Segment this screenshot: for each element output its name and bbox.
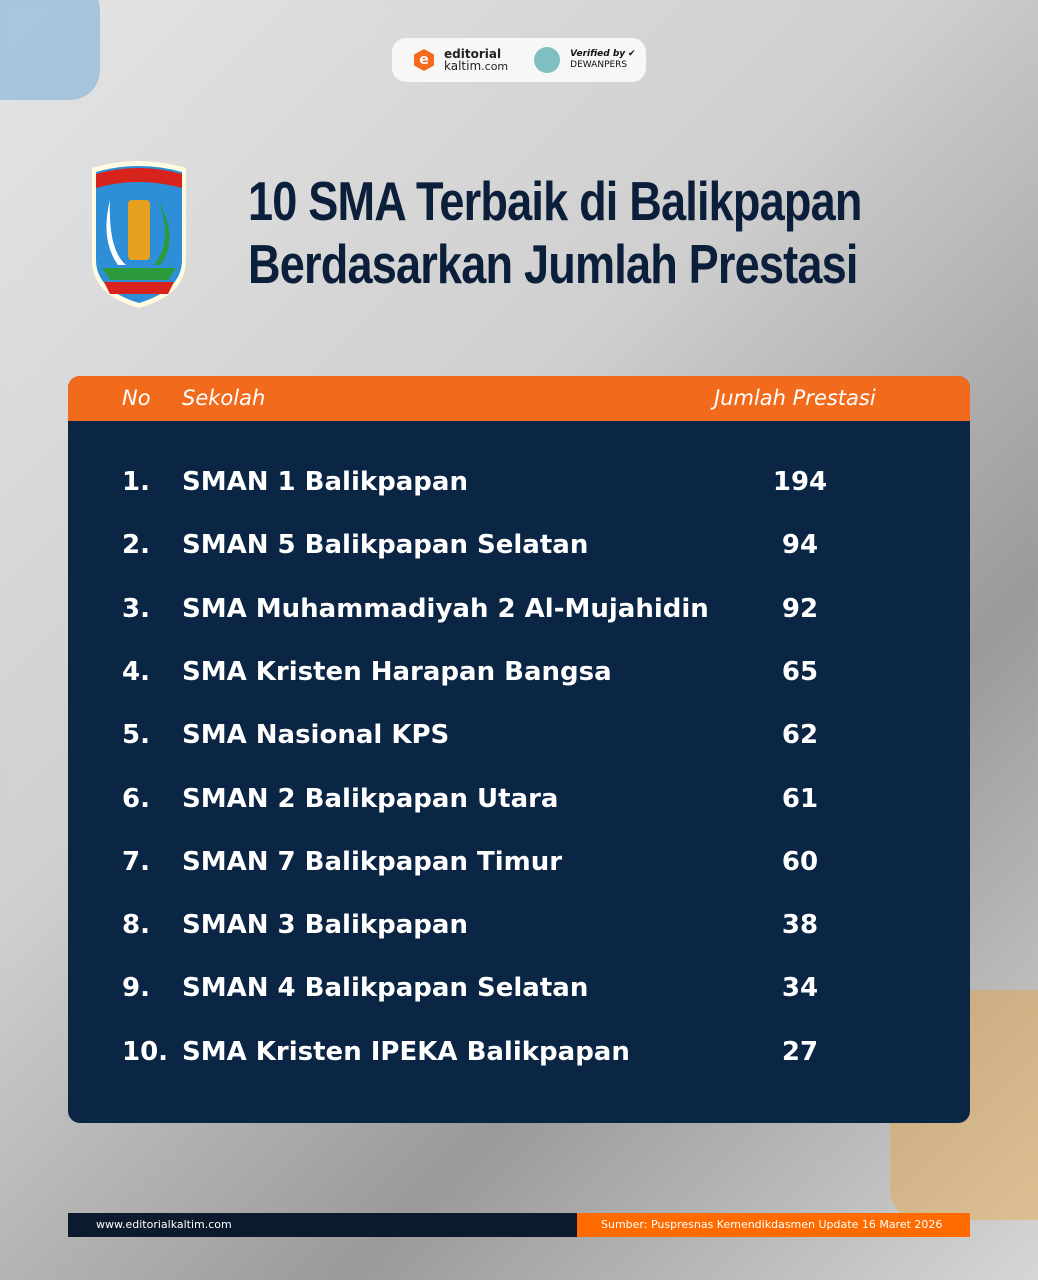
table-row: 6. SMAN 2 Balikpapan Utara 61 xyxy=(68,784,970,824)
header-count: Jumlah Prestasi xyxy=(714,386,876,410)
row-rank: 10. xyxy=(122,1036,169,1067)
row-school: SMA Kristen Harapan Bangsa xyxy=(182,656,612,687)
row-count: 194 xyxy=(772,467,828,497)
page-title: 10 SMA Terbaik di Balikpapan Berdasarkan… xyxy=(248,170,862,296)
dewan-pers-badge: Verified by ✔ DEWANPERS xyxy=(570,49,636,70)
row-rank: 2. xyxy=(122,530,150,561)
title-line1: 10 SMA Terbaik di Balikpapan xyxy=(248,170,862,232)
table-row: 2. SMAN 5 Balikpapan Selatan 94 xyxy=(68,530,970,570)
row-school: SMAN 4 Balikpapan Selatan xyxy=(182,973,589,1004)
ranking-table: No Sekolah Jumlah Prestasi 1. SMAN 1 Bal… xyxy=(68,376,970,1123)
row-school: SMAN 5 Balikpapan Selatan xyxy=(182,530,589,561)
row-school: SMAN 1 Balikpapan xyxy=(182,467,468,497)
title-line2: Berdasarkan Jumlah Prestasi xyxy=(248,233,858,295)
dewan-pers-icon xyxy=(534,47,561,73)
table-row: 3. SMA Muhammadiyah 2 Al-Mujahidin 92 xyxy=(68,594,970,634)
row-school: SMA Nasional KPS xyxy=(182,720,450,751)
row-count: 62 xyxy=(781,720,819,751)
header-no: No xyxy=(122,386,151,410)
website-link[interactable]: www.editorialkaltim.com xyxy=(68,1213,577,1237)
brand-suffix: .com xyxy=(481,59,509,73)
row-count: 94 xyxy=(781,530,819,561)
table-row: 10. SMA Kristen IPEKA Balikpapan 27 xyxy=(68,1037,970,1077)
brand-name-line2: kaltim xyxy=(444,58,482,73)
row-rank: 1. xyxy=(122,467,150,497)
row-rank: 4. xyxy=(122,656,150,687)
row-count: 60 xyxy=(781,846,819,877)
kota-balikpapan-crest xyxy=(92,161,186,308)
row-count: 65 xyxy=(781,656,819,687)
table-row: 9. SMAN 4 Balikpapan Selatan 34 xyxy=(68,973,970,1013)
editorialkaltim-logo-icon: e xyxy=(414,49,434,71)
dewan-pers-text: DEWANPERS xyxy=(570,60,628,70)
row-rank: 9. xyxy=(122,973,150,1004)
row-school: SMA Kristen IPEKA Balikpapan xyxy=(182,1036,630,1067)
background-decoration xyxy=(0,0,100,100)
footer: www.editorialkaltim.com Sumber: Puspresn… xyxy=(68,1213,970,1237)
header-school: Sekolah xyxy=(182,386,266,410)
table-row: 4. SMA Kristen Harapan Bangsa 65 xyxy=(68,657,970,697)
row-rank: 3. xyxy=(122,593,150,624)
brand-name-line1: editorial xyxy=(444,46,502,61)
row-school: SMAN 2 Balikpapan Utara xyxy=(182,783,559,814)
verified-text: Verified by xyxy=(570,49,626,59)
row-school: SMAN 7 Balikpapan Timur xyxy=(182,846,563,877)
row-rank: 5. xyxy=(122,720,150,751)
row-count: 27 xyxy=(781,1036,819,1067)
row-rank: 7. xyxy=(122,846,150,877)
table-row: 1. SMAN 1 Balikpapan 194 xyxy=(68,467,970,507)
table-row: 8. SMAN 3 Balikpapan 38 xyxy=(68,910,970,950)
table-header: No Sekolah Jumlah Prestasi xyxy=(68,376,970,421)
source-note: Sumber: Puspresnas Kemendikdasmen Update… xyxy=(577,1213,970,1237)
row-rank: 6. xyxy=(122,783,150,814)
table-row: 5. SMA Nasional KPS 62 xyxy=(68,720,970,760)
editorialkaltim-logo: editorial kaltim.com xyxy=(444,48,508,73)
row-count: 34 xyxy=(781,973,819,1004)
row-school: SMA Muhammadiyah 2 Al-Mujahidin xyxy=(182,593,709,624)
brand-bar: e editorial kaltim.com Verified by ✔ DEW… xyxy=(392,38,646,82)
row-count: 38 xyxy=(781,910,819,941)
row-school: SMAN 3 Balikpapan xyxy=(182,910,468,941)
row-rank: 8. xyxy=(122,910,150,941)
row-count: 92 xyxy=(781,593,819,624)
row-count: 61 xyxy=(781,783,819,814)
table-row: 7. SMAN 7 Balikpapan Timur 60 xyxy=(68,847,970,887)
